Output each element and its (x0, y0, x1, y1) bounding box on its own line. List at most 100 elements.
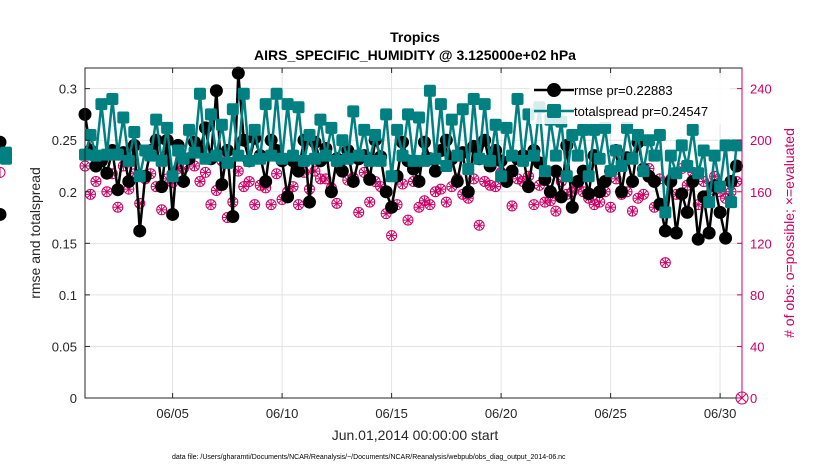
rmse-point (461, 185, 475, 199)
rmse-point (385, 200, 399, 214)
obs-evaluated-point (627, 206, 638, 217)
obs-evaluated-stroke (316, 174, 325, 183)
obs-evaluated-stroke (113, 203, 122, 212)
obs-evaluated-stroke (245, 177, 254, 186)
obs-evaluated-stroke (415, 203, 423, 212)
rmse-point (335, 164, 349, 178)
rmse-point (658, 224, 672, 238)
rmse-point (626, 174, 639, 188)
legend: rmse pr=0.22883 totalspread pr=0.24547 (530, 78, 730, 124)
obs-evaluated-point (85, 189, 96, 200)
totalspread-point (664, 149, 677, 162)
y-tick-label: 0.25 (52, 133, 77, 148)
rmse-point (713, 205, 727, 219)
totalspread-point (177, 152, 190, 165)
obs-evaluated-point (419, 195, 430, 206)
legend-rmse-marker (547, 83, 561, 97)
obs-evaluated-stroke (387, 231, 396, 240)
obs-evaluated-stroke (332, 199, 341, 208)
rmse-point (231, 66, 245, 80)
totalspread-point (571, 149, 584, 162)
obs-evaluated-stroke (404, 216, 412, 224)
obs-evaluated-point (244, 176, 255, 187)
totalspread-point (0, 146, 12, 159)
totalspread-point (95, 98, 108, 111)
obs-evaluated-point (660, 257, 671, 268)
totalspread-point (232, 149, 245, 162)
rmse-point (582, 187, 596, 201)
rmse-point (122, 174, 136, 188)
totalspread-point (610, 144, 623, 157)
totalspread-point (708, 149, 721, 162)
totalspread-point (429, 152, 442, 165)
obs-evaluated-point (539, 197, 550, 208)
rmse-point (554, 190, 568, 204)
rmse-point (412, 174, 426, 188)
totalspread-point (675, 139, 688, 152)
totalspread-point (588, 123, 601, 136)
y-tick-label: 0 (70, 391, 77, 406)
rmse-point (428, 164, 442, 178)
rmse-point (719, 231, 733, 245)
totalspread-point (204, 108, 217, 121)
totalspread-point (248, 123, 261, 136)
y-right-tick-label: 160 (750, 185, 772, 200)
totalspread-point (276, 152, 289, 165)
legend-box (530, 78, 730, 124)
obs-evaluated-point (194, 176, 205, 187)
obs-evaluated-stroke (250, 200, 259, 209)
rmse-point (215, 178, 229, 192)
obs-evaluated-stroke (530, 200, 538, 209)
totalspread-point (391, 123, 404, 136)
rmse-point (669, 226, 683, 240)
totalspread-point (527, 149, 540, 162)
rmse-point (521, 180, 535, 194)
rmse-point (100, 166, 114, 180)
obs-evaluated-point (435, 184, 446, 195)
totalspread-point (133, 170, 146, 183)
totalspread-point (418, 154, 431, 167)
totalspread-point (599, 121, 612, 134)
totalspread-point (385, 170, 398, 183)
x-tick-label: 06/20 (485, 406, 518, 421)
totalspread-point (495, 170, 508, 183)
totalspread-point (287, 149, 300, 162)
totalspread-point (117, 111, 130, 124)
totalspread-point (506, 149, 519, 162)
totalspread-point (303, 129, 316, 142)
y-right-tick-label: 0 (750, 391, 757, 406)
obs-evaluated-stroke (86, 190, 95, 199)
totalspread-point (166, 170, 179, 183)
obs-evaluated-stroke (595, 198, 604, 206)
totalspread-point (84, 129, 97, 142)
rmse-point (259, 174, 273, 188)
legend-rmse-label: rmse pr=0.22883 (574, 83, 673, 98)
totalspread-point (577, 123, 590, 136)
y-tick-label: 0.3 (59, 82, 77, 97)
totalspread-point (549, 149, 562, 162)
totalspread-point (489, 118, 502, 131)
obs-evaluated-point (550, 206, 561, 217)
totalspread-point (183, 123, 196, 136)
totalspread-point (330, 154, 343, 167)
rmse-point (226, 210, 240, 223)
totalspread-point (243, 154, 256, 167)
rmse-point (615, 185, 629, 199)
totalspread-point (111, 148, 124, 161)
totalspread-point (582, 170, 595, 183)
obs-evaluated-point (205, 199, 216, 210)
totalspread-point (402, 108, 415, 121)
data-file-footnote: data file: /Users/gharamti/Documents/NCA… (172, 454, 566, 461)
obs-evaluated-point (528, 199, 539, 210)
legend-spread-label: totalspread pr=0.24547 (574, 104, 708, 119)
totalspread-point (336, 134, 349, 147)
obs-evaluated-stroke (639, 190, 648, 199)
obs-evaluated-stroke (272, 169, 281, 178)
totalspread-point (270, 87, 283, 100)
totalspread-point (363, 154, 376, 167)
rmse-point (111, 183, 125, 197)
obs-evaluated-stroke (475, 221, 484, 230)
y-tick-label: 0.15 (52, 236, 77, 251)
chart-title: Tropics (390, 29, 440, 45)
totalspread-point (265, 149, 278, 162)
